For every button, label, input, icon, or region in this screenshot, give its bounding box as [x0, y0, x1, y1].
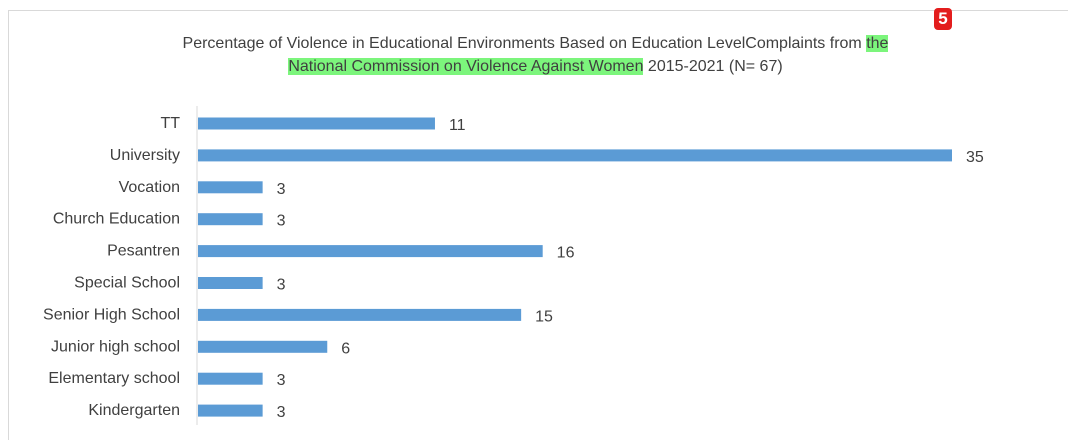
data-label: 3 — [277, 277, 286, 294]
category-label: Church Education — [53, 211, 180, 228]
title-highlight-1: the — [866, 35, 889, 52]
bar — [198, 404, 263, 417]
bar — [198, 372, 263, 385]
bar — [198, 149, 952, 162]
category-label: Pesantren — [107, 243, 180, 260]
category-label: TT — [160, 115, 180, 132]
data-label: 3 — [277, 213, 286, 230]
data-label: 16 — [557, 245, 575, 262]
bar — [198, 181, 263, 194]
bar — [198, 277, 263, 289]
bar — [198, 340, 328, 353]
category-label: Senior High School — [43, 306, 180, 323]
title-highlight-2: National Commission on Violence Against … — [288, 58, 644, 75]
data-label: 15 — [535, 308, 553, 325]
data-label: 35 — [966, 149, 984, 166]
data-label: 3 — [277, 372, 286, 389]
bar — [198, 213, 263, 226]
category-label: Junior high school — [51, 338, 180, 355]
data-label: 6 — [341, 340, 350, 357]
data-label: 3 — [277, 404, 286, 421]
title-part-2: 2015-2021 (N= 67) — [643, 58, 783, 75]
category-label: Vocation — [119, 179, 180, 196]
bar — [198, 245, 543, 258]
chart-frame — [8, 10, 1068, 440]
data-label: 3 — [277, 181, 286, 198]
bar — [198, 117, 435, 130]
data-label: 11 — [449, 117, 466, 134]
category-label: Special School — [74, 275, 180, 292]
chart-title: Percentage of Violence in Educational En… — [0, 32, 1071, 78]
title-part-1: Percentage of Violence in Educational En… — [182, 35, 867, 52]
bar — [198, 308, 522, 321]
annotation-badge: 5 — [934, 8, 952, 30]
category-label: University — [110, 147, 180, 164]
category-label: Elementary school — [48, 370, 180, 387]
category-label: Kindergarten — [88, 402, 180, 419]
bars-group: TT 11 University 35 Vocation 3 Church Educatio… — [43, 115, 984, 421]
